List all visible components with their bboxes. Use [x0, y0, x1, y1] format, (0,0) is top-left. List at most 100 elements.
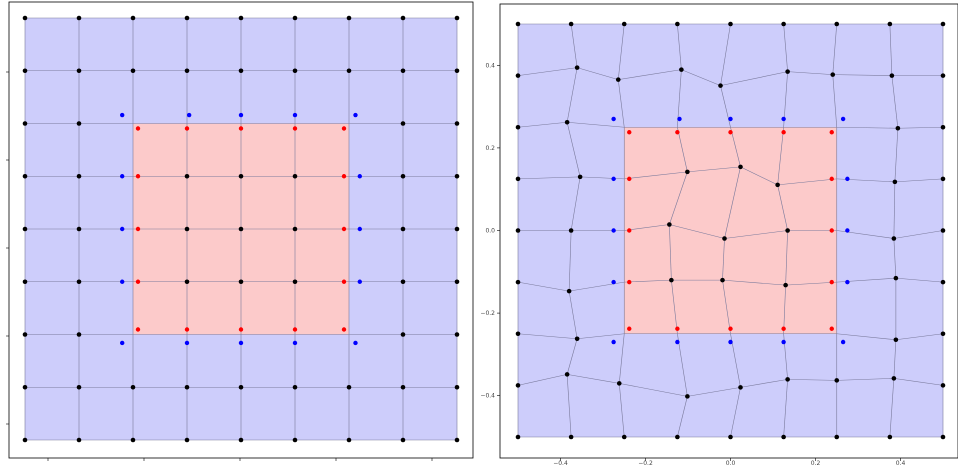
inner-boundary-point [829, 228, 834, 233]
mesh-edge [624, 279, 672, 283]
mesh-node [238, 384, 244, 390]
mesh-edge [787, 379, 837, 381]
outer-boundary-point [120, 226, 125, 232]
inner-boundary-point [781, 326, 786, 331]
mesh-edge [785, 281, 837, 286]
mesh-node [940, 434, 946, 440]
mesh-node [616, 381, 622, 386]
mesh-edge [893, 181, 896, 239]
mesh-edge [517, 121, 568, 128]
x-tick-label: 0.2 [811, 460, 821, 466]
mesh-edge [567, 374, 620, 384]
mesh-edge [669, 224, 725, 239]
mesh-node [130, 384, 136, 390]
mesh-edge [677, 333, 688, 397]
mesh-node [515, 176, 521, 182]
mesh-node [292, 437, 298, 443]
inner-boundary-point [829, 130, 834, 135]
mesh-node [292, 384, 298, 390]
mesh-node [22, 173, 28, 179]
mesh-node [76, 279, 82, 285]
inner-boundary-point [135, 126, 141, 131]
mesh-node [400, 173, 406, 179]
mesh-node [892, 179, 898, 185]
mesh-node [454, 384, 460, 390]
mesh-edge [724, 166, 741, 239]
mesh-edge [894, 178, 944, 183]
mesh-edge [777, 184, 788, 231]
mesh-edge [730, 387, 741, 438]
outer-boundary-point [611, 228, 616, 233]
mesh-edge [889, 23, 893, 76]
mesh-node [292, 226, 298, 232]
mesh-node [781, 21, 786, 27]
mesh-node [940, 21, 946, 27]
mesh-node [238, 279, 244, 285]
mesh-node [895, 125, 901, 131]
mesh-node [238, 173, 244, 179]
inner-boundary-points [135, 126, 347, 332]
mesh-node [238, 437, 244, 443]
outer-boundary-point [357, 174, 362, 179]
mesh-node [346, 384, 352, 390]
mesh-node [22, 15, 28, 21]
mesh-node [346, 437, 352, 443]
mesh-edge [624, 171, 688, 180]
mesh-node [400, 226, 406, 232]
inner-boundary-point [184, 327, 190, 332]
inner-boundary-point [341, 279, 347, 284]
mesh-edge [836, 378, 894, 381]
outer-boundary-point [184, 340, 190, 346]
mesh-node [22, 68, 28, 74]
inner-boundary-point [292, 126, 298, 131]
mesh-node [887, 21, 893, 27]
inner-boundary-point [627, 326, 632, 331]
mesh-node [834, 434, 840, 440]
outer-boundary-point [120, 279, 125, 284]
mesh-edge [568, 230, 572, 292]
y-tick-label: −0.4 [480, 393, 495, 400]
mesh-edge [566, 338, 578, 375]
mesh-node [22, 332, 28, 337]
inner-boundary-point [238, 126, 244, 131]
mesh-edge [677, 396, 688, 438]
mesh-node [675, 21, 680, 27]
mesh-node [454, 68, 460, 74]
mesh-node [738, 164, 743, 170]
mesh-nodes [515, 21, 946, 440]
mesh-node [564, 372, 570, 377]
mesh-node [76, 121, 82, 126]
mesh-edge [677, 23, 682, 70]
mesh-node [184, 173, 190, 179]
mesh-node [738, 385, 743, 390]
mesh-edge [893, 238, 897, 279]
mesh-node [566, 288, 572, 294]
inner-boundary-point [292, 327, 298, 332]
mesh-node [454, 15, 460, 21]
mesh-edge [617, 79, 625, 128]
mesh-edge [832, 74, 838, 128]
mesh-node [830, 72, 836, 77]
outer-boundary-point [292, 112, 298, 118]
inner-boundary-point [675, 130, 680, 135]
outer-boundary-point [611, 116, 616, 122]
mesh-edge [777, 127, 784, 185]
x-tick-label: 0.4 [896, 460, 906, 466]
mesh-edge [832, 74, 892, 76]
inner-boundary-point [238, 327, 244, 332]
inner-boundary-point [627, 176, 632, 182]
mesh-node [346, 15, 352, 21]
mesh-node [292, 15, 298, 21]
mesh-edge [568, 291, 578, 339]
mesh-edge [570, 176, 581, 231]
mesh-edge [720, 71, 788, 86]
mesh-edge [722, 238, 725, 281]
mesh-node [679, 67, 684, 72]
mesh-edge [730, 127, 741, 167]
mesh-node [574, 65, 580, 70]
mesh-node [893, 337, 899, 343]
mesh-node [834, 378, 840, 383]
mesh-node [22, 279, 28, 285]
mesh-edge [777, 178, 837, 186]
inner-boundary-point [829, 326, 834, 331]
